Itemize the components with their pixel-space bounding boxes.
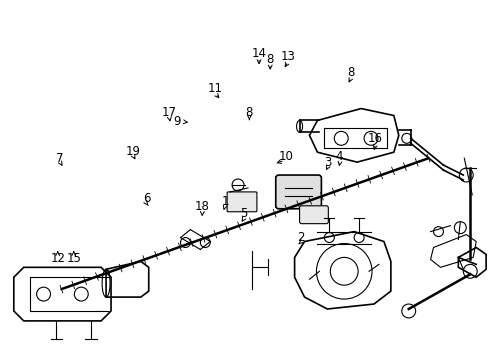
- Text: 8: 8: [347, 66, 354, 79]
- Text: 19: 19: [125, 145, 140, 158]
- Text: 1: 1: [221, 195, 228, 208]
- Text: 18: 18: [194, 200, 209, 213]
- FancyBboxPatch shape: [275, 175, 321, 209]
- Text: 7: 7: [56, 152, 64, 165]
- Text: 15: 15: [66, 252, 81, 265]
- Text: 16: 16: [367, 132, 382, 145]
- Text: 9: 9: [172, 115, 180, 128]
- Text: 8: 8: [245, 105, 252, 119]
- Text: 2: 2: [297, 231, 305, 244]
- Text: 10: 10: [278, 150, 293, 163]
- Text: 14: 14: [251, 47, 266, 60]
- Text: 11: 11: [207, 82, 223, 95]
- FancyBboxPatch shape: [299, 206, 327, 224]
- Text: 5: 5: [240, 207, 247, 220]
- Text: 6: 6: [142, 193, 150, 206]
- Text: 4: 4: [335, 150, 342, 163]
- FancyBboxPatch shape: [226, 192, 256, 212]
- Text: 17: 17: [162, 105, 177, 119]
- Text: 8: 8: [266, 53, 273, 66]
- Text: 12: 12: [50, 252, 65, 265]
- Text: 13: 13: [280, 50, 295, 63]
- Text: 3: 3: [324, 156, 331, 168]
